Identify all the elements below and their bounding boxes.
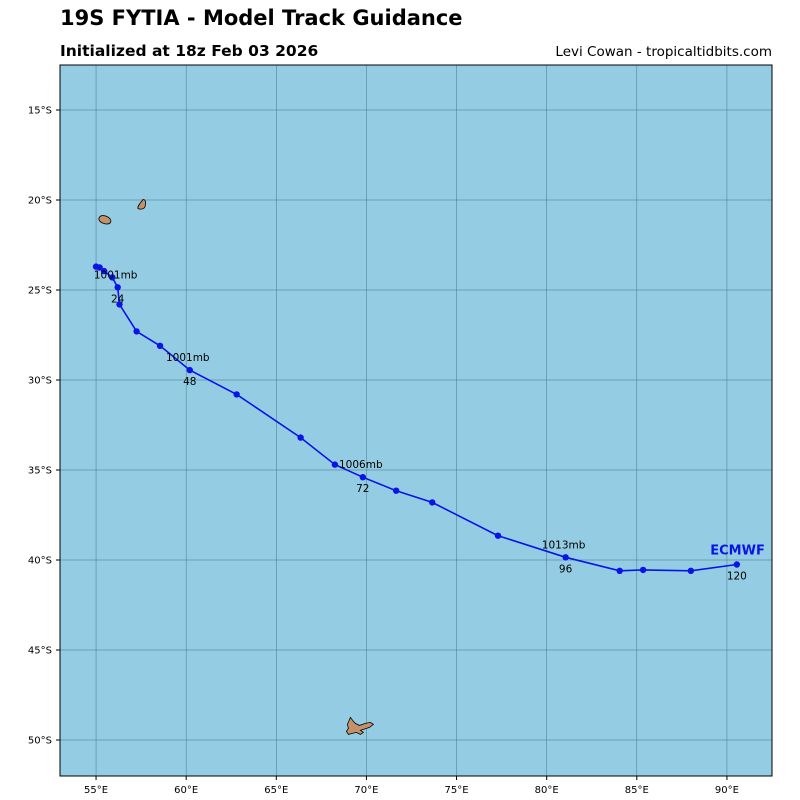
track-point xyxy=(429,499,436,506)
forecast-hour-label: 72 xyxy=(356,483,369,495)
track-labels: 1001mb 24 1001mb 48 1006mb 72 1013mb 96 120 ECMWF xyxy=(94,269,765,582)
island-mauritius xyxy=(137,199,147,210)
forecast-hour-label: 120 xyxy=(727,571,747,583)
gridlines xyxy=(60,65,772,776)
island-kerguelen xyxy=(345,716,375,735)
x-tick-label: 60°E xyxy=(174,785,198,796)
forecast-hour-label: 48 xyxy=(183,376,196,388)
forecast-hour-label: 96 xyxy=(559,563,573,575)
track-point xyxy=(116,301,123,308)
y-tick-label: 50°S xyxy=(28,736,52,747)
x-tick-label: 55°E xyxy=(84,785,108,796)
model-track xyxy=(92,263,741,574)
x-tick-label: 85°E xyxy=(625,785,649,796)
x-tick-label: 75°E xyxy=(445,785,469,796)
credit-text: Levi Cowan - tropicaltidbits.com xyxy=(555,44,772,60)
track-point xyxy=(133,328,140,335)
track-point xyxy=(156,342,164,349)
ocean-background xyxy=(60,65,772,776)
map-frame xyxy=(59,64,773,777)
x-tick-label: 90°E xyxy=(715,785,739,796)
track-point xyxy=(233,391,240,398)
pressure-label: 1001mb xyxy=(166,352,210,364)
model-name-label: ECMWF xyxy=(710,544,765,559)
pressure-label: 1001mb xyxy=(94,269,138,281)
track-point xyxy=(331,461,339,468)
track-point xyxy=(109,274,116,281)
x-tick-label: 65°E xyxy=(264,785,288,796)
init-time-subtitle: Initialized at 18z Feb 03 2026 xyxy=(60,42,319,60)
pressure-label: 1006mb xyxy=(339,459,383,471)
y-tick-label: 40°S xyxy=(28,556,52,567)
forecast-hour-label: 24 xyxy=(111,293,125,305)
track-point xyxy=(616,567,623,574)
y-tick-label: 35°S xyxy=(28,466,52,477)
track-point xyxy=(562,554,569,561)
track-point xyxy=(392,487,400,494)
y-tick-label: 25°S xyxy=(28,286,52,297)
page-title: 19S FYTIA - Model Track Guidance xyxy=(60,6,463,30)
x-tick-label: 70°E xyxy=(354,785,378,796)
island-reunion xyxy=(98,215,112,225)
track-point xyxy=(494,532,502,539)
land-masses xyxy=(98,199,375,735)
track-point xyxy=(639,566,647,574)
track-point xyxy=(733,561,741,568)
track-point xyxy=(100,267,108,275)
track-point xyxy=(114,284,121,291)
y-tick-label: 30°S xyxy=(28,376,52,387)
axis-ticks: 55°E 60°E 65°E 70°E 75°E 80°E 85°E 90°E 15°S 20°S… xyxy=(28,106,739,797)
track-point xyxy=(359,474,367,481)
track-point xyxy=(687,567,695,574)
y-tick-label: 45°S xyxy=(28,646,52,657)
y-tick-label: 15°S xyxy=(28,106,52,117)
track-point xyxy=(96,264,103,271)
y-tick-label: 20°S xyxy=(28,196,52,207)
x-tick-label: 80°E xyxy=(535,785,559,796)
pressure-label: 1013mb xyxy=(542,539,586,551)
track-point xyxy=(297,434,304,441)
track-point xyxy=(186,366,193,374)
